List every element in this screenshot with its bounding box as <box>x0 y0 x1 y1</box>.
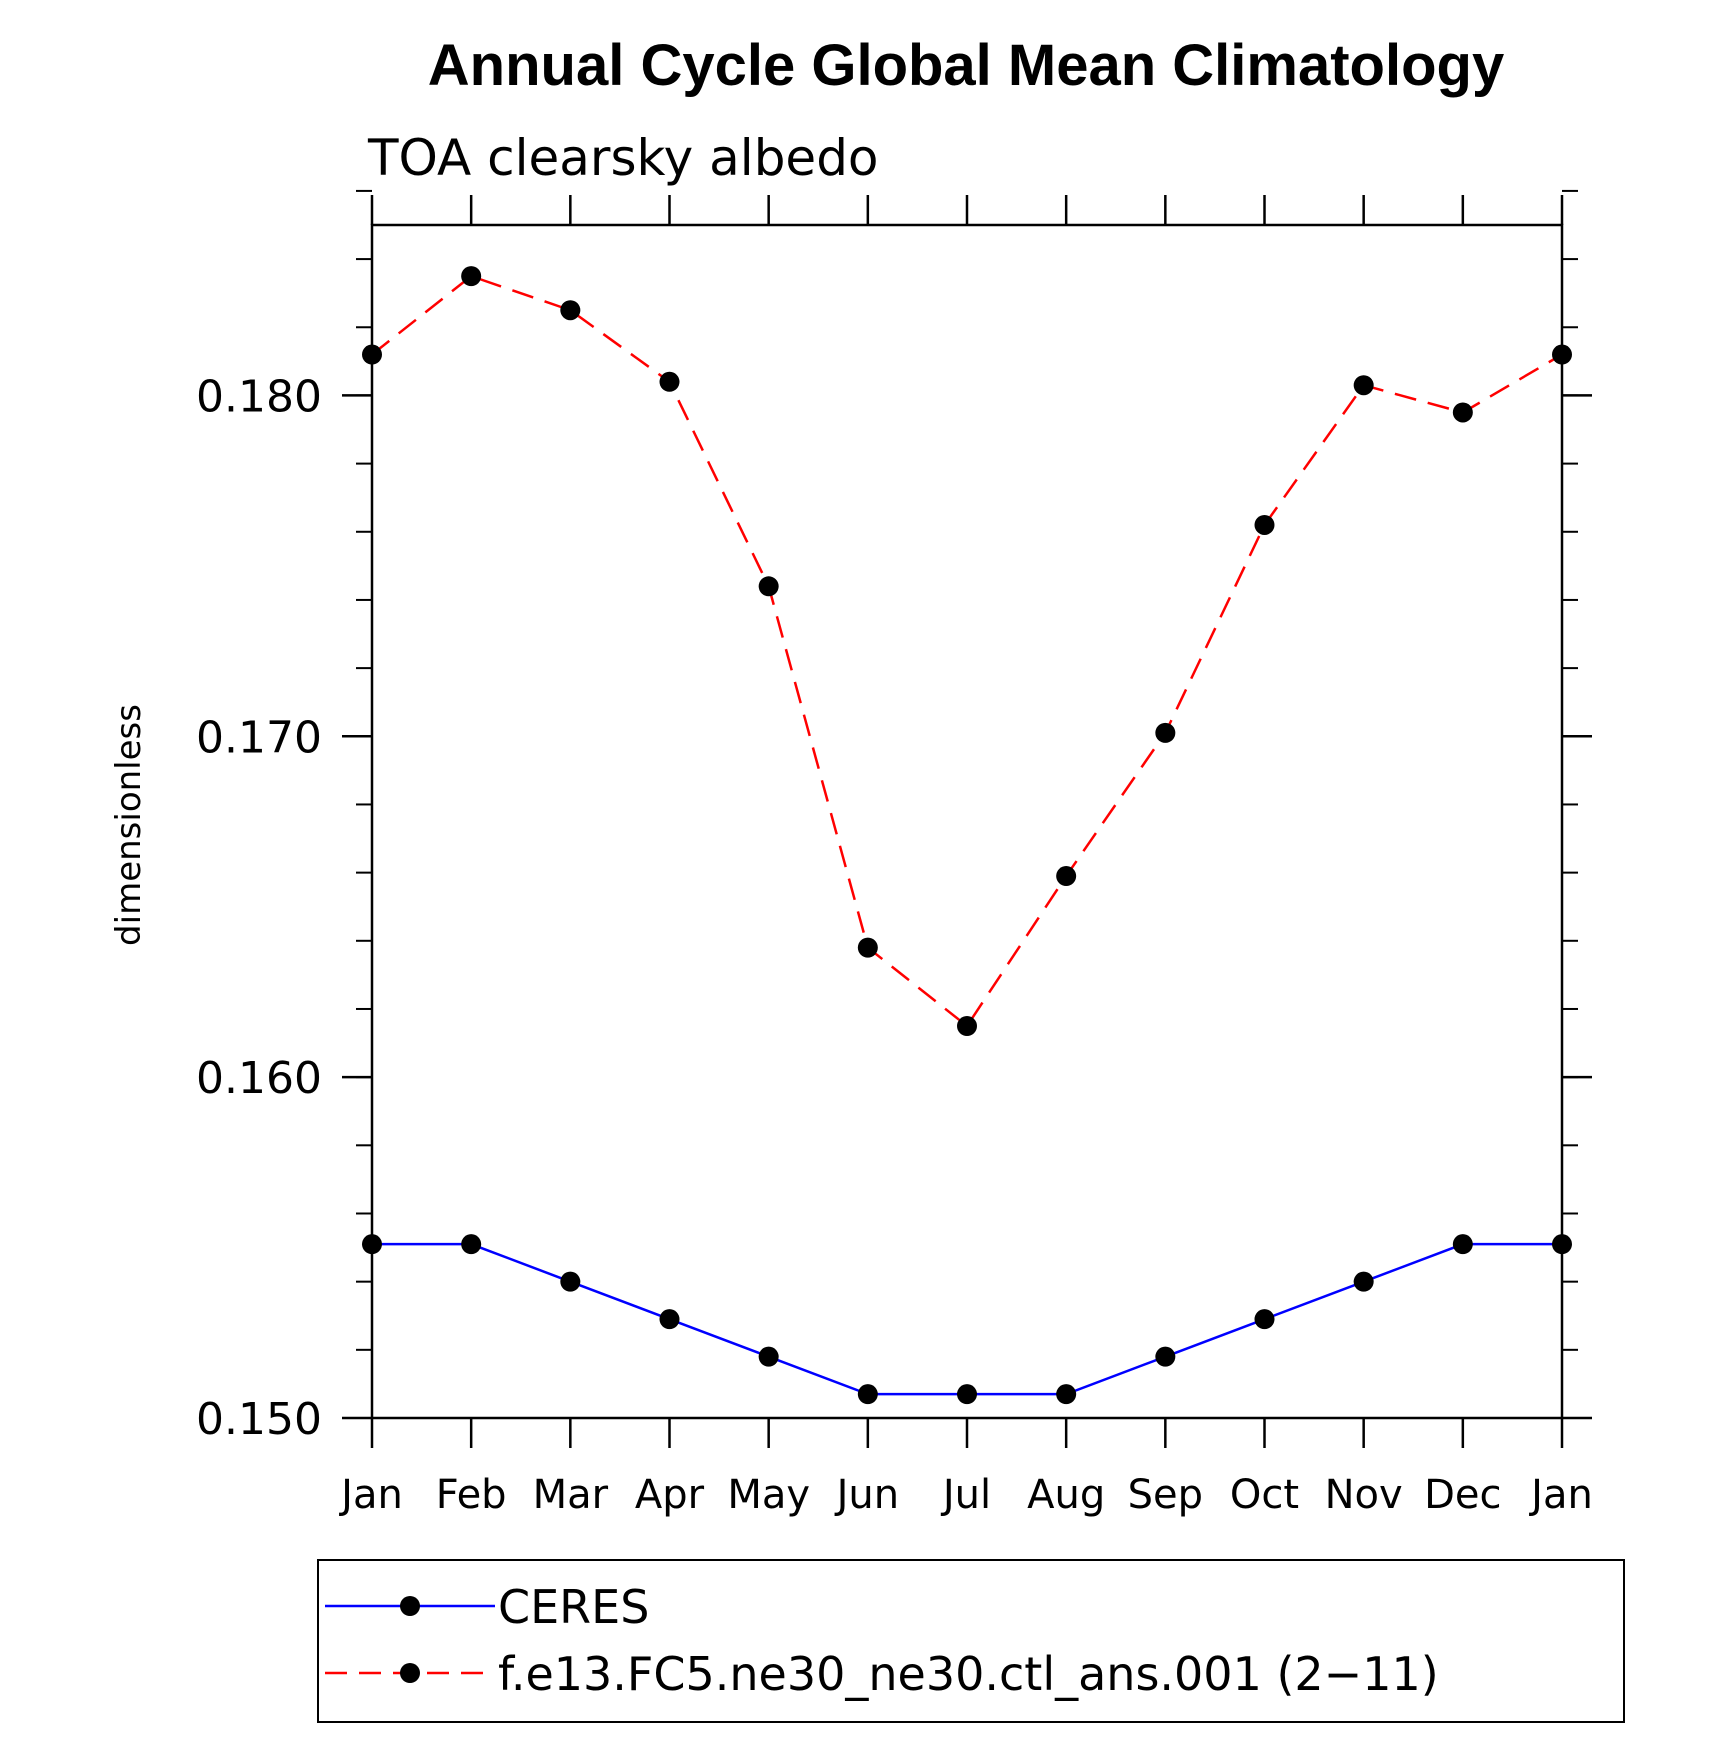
x-tick-label: Nov <box>1325 1472 1403 1518</box>
legend: CERES f.e13.FC5.ne30_ne30.ctl_ans.001 (2−… <box>317 1559 1625 1723</box>
data-point <box>1254 514 1275 535</box>
legend-box <box>317 1559 1625 1723</box>
data-point <box>1155 1346 1176 1367</box>
y-axis-label: dimensionless <box>109 704 149 946</box>
legend-label: CERES <box>498 1580 649 1634</box>
series-group <box>362 266 1572 1405</box>
x-tick-label: Aug <box>1027 1472 1105 1518</box>
y-tick-label: 0.150 <box>196 1394 322 1445</box>
x-tick-label: Mar <box>533 1472 609 1518</box>
data-point <box>1552 344 1572 365</box>
data-point <box>362 344 382 365</box>
data-point <box>560 1271 581 1292</box>
chart-title: Annual Cycle Global Mean Climatology <box>428 33 1504 98</box>
data-point <box>957 1384 977 1405</box>
y-tick-label: 0.160 <box>196 1053 322 1104</box>
legend-marker <box>400 1596 420 1616</box>
x-tick-label: Jul <box>940 1472 991 1518</box>
x-tick-label: Feb <box>436 1472 507 1518</box>
data-point <box>1353 375 1374 396</box>
legend-label: f.e13.FC5.ne30_ne30.ctl_ans.001 (2−11) <box>498 1647 1439 1701</box>
x-tick-label: Jan <box>1528 1472 1593 1518</box>
x-tick-label: Jun <box>834 1472 900 1518</box>
series-line <box>371 274 1563 1028</box>
x-tick-label: Apr <box>635 1472 705 1518</box>
data-point <box>659 371 680 392</box>
data-point <box>1056 1384 1077 1405</box>
x-tick-label: Dec <box>1424 1472 1501 1518</box>
data-point <box>1552 1234 1572 1255</box>
data-point <box>957 1016 977 1037</box>
x-tick-label: May <box>727 1472 810 1518</box>
data-point <box>1353 1271 1374 1292</box>
series-ceres <box>362 1234 1572 1405</box>
data-point <box>560 300 581 321</box>
axes: Jan Feb Mar Apr May Jun Jul Aug Sep Oct Nov Dec Jan 0… <box>196 189 1593 1518</box>
data-point <box>758 1346 779 1367</box>
data-point <box>1452 1234 1473 1255</box>
chart-subtitle: TOA clearsky albedo <box>367 129 879 187</box>
y-tick-label: 0.170 <box>196 712 322 763</box>
series-model <box>362 266 1572 1037</box>
data-point <box>1056 866 1077 887</box>
data-point <box>461 266 482 287</box>
data-point <box>461 1234 482 1255</box>
y-tick-label: 0.180 <box>196 371 322 422</box>
data-point <box>659 1309 680 1330</box>
plot-frame <box>370 223 1564 1420</box>
data-point <box>362 1234 382 1255</box>
data-point <box>758 576 779 597</box>
x-tick-label: Sep <box>1128 1472 1203 1518</box>
data-point <box>857 937 878 958</box>
data-point <box>1452 402 1473 423</box>
data-point <box>857 1384 878 1405</box>
series-line <box>372 1242 1562 1396</box>
data-point <box>1254 1309 1275 1330</box>
x-tick-label: Jan <box>338 1472 403 1518</box>
x-tick-label: Oct <box>1230 1472 1299 1518</box>
data-point <box>1155 722 1176 743</box>
legend-marker <box>400 1663 420 1683</box>
